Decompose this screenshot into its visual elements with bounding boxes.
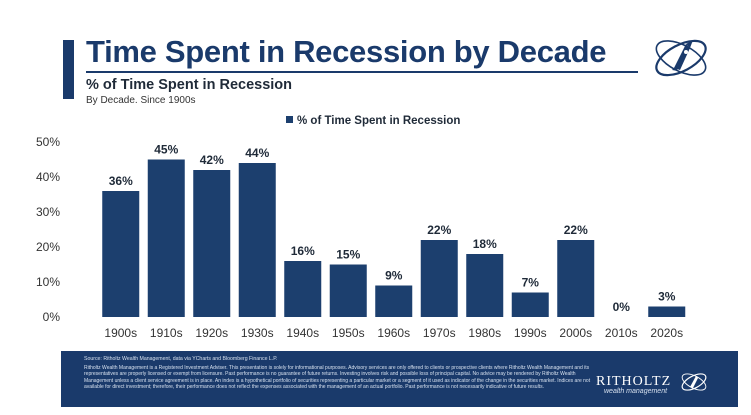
x-axis: 1900s 1910s 1920s 1930s 1940s 1950s 1960s 1970s…	[104, 326, 683, 340]
data-label: 42%	[200, 153, 224, 167]
data-label: 3%	[658, 290, 676, 304]
footer-source: Source: Ritholtz Wealth Management, data…	[84, 356, 278, 362]
x-tick-label: 1900s	[104, 326, 137, 340]
bar	[193, 170, 231, 317]
data-label: 0%	[613, 300, 631, 314]
bars: 36% 45% 42% 44% 16% 15% 9% 22% 18% 7% 22% 0% 3%	[102, 143, 686, 317]
data-label: 22%	[564, 223, 588, 237]
x-tick-label: 2010s	[605, 326, 638, 340]
x-tick-label: 1950s	[332, 326, 365, 340]
data-label: 44%	[245, 146, 269, 160]
page-title: Time Spent in Recession by Decade	[86, 34, 607, 69]
bar	[557, 240, 595, 317]
data-label: 16%	[291, 244, 315, 258]
title-rule	[86, 71, 638, 73]
data-label: 22%	[427, 223, 451, 237]
chart-legend: % of Time Spent in Recession	[286, 115, 460, 127]
bar-chart: % of Time Spent in Recession 0% 10% 20% 30%…	[36, 115, 686, 340]
x-tick-label: 2000s	[559, 326, 592, 340]
data-label: 45%	[154, 143, 178, 157]
chart-note: By Decade. Since 1900s	[86, 95, 196, 106]
footer-brand: RITHOLTZ	[596, 374, 672, 389]
bar	[147, 159, 185, 317]
data-label: 18%	[473, 237, 497, 251]
y-tick-label: 20%	[36, 240, 60, 254]
bar	[284, 261, 322, 317]
data-label: 7%	[522, 276, 540, 290]
data-label: 9%	[385, 269, 403, 283]
bar	[329, 264, 367, 317]
footer-disclaimer: Ritholtz Wealth Management is a Register…	[84, 365, 591, 390]
y-axis: 0% 10% 20% 30% 40% 50%	[36, 135, 60, 324]
bar	[375, 285, 413, 317]
x-tick-label: 1920s	[195, 326, 228, 340]
y-tick-label: 40%	[36, 170, 60, 184]
legend-swatch	[286, 116, 293, 123]
chart-subtitle: % of Time Spent in Recession	[86, 77, 293, 93]
x-tick-label: 1930s	[241, 326, 274, 340]
bar	[511, 292, 549, 317]
x-tick-label: 1960s	[377, 326, 410, 340]
x-tick-label: 1940s	[286, 326, 319, 340]
data-label: 36%	[109, 174, 133, 188]
x-tick-label: 1990s	[514, 326, 547, 340]
y-tick-label: 0%	[43, 310, 61, 324]
bar	[420, 240, 458, 317]
x-tick-label: 1970s	[423, 326, 456, 340]
footer-brand-sub: wealth management	[604, 388, 668, 395]
bar	[466, 254, 504, 317]
ritholtz-logo-icon	[655, 39, 707, 77]
legend-label: % of Time Spent in Recession	[297, 115, 460, 127]
bar	[102, 191, 140, 317]
footer-logo-icon	[681, 373, 707, 391]
y-tick-label: 50%	[36, 135, 60, 149]
y-tick-label: 10%	[36, 275, 60, 289]
bar	[238, 163, 276, 317]
bar	[648, 306, 686, 317]
x-tick-label: 2020s	[650, 326, 683, 340]
data-label: 15%	[336, 248, 360, 262]
x-tick-label: 1980s	[468, 326, 501, 340]
x-tick-label: 1910s	[150, 326, 183, 340]
title-accent-bar	[63, 40, 74, 99]
footer: Source: Ritholtz Wealth Management, data…	[61, 351, 738, 407]
y-tick-label: 30%	[36, 205, 60, 219]
